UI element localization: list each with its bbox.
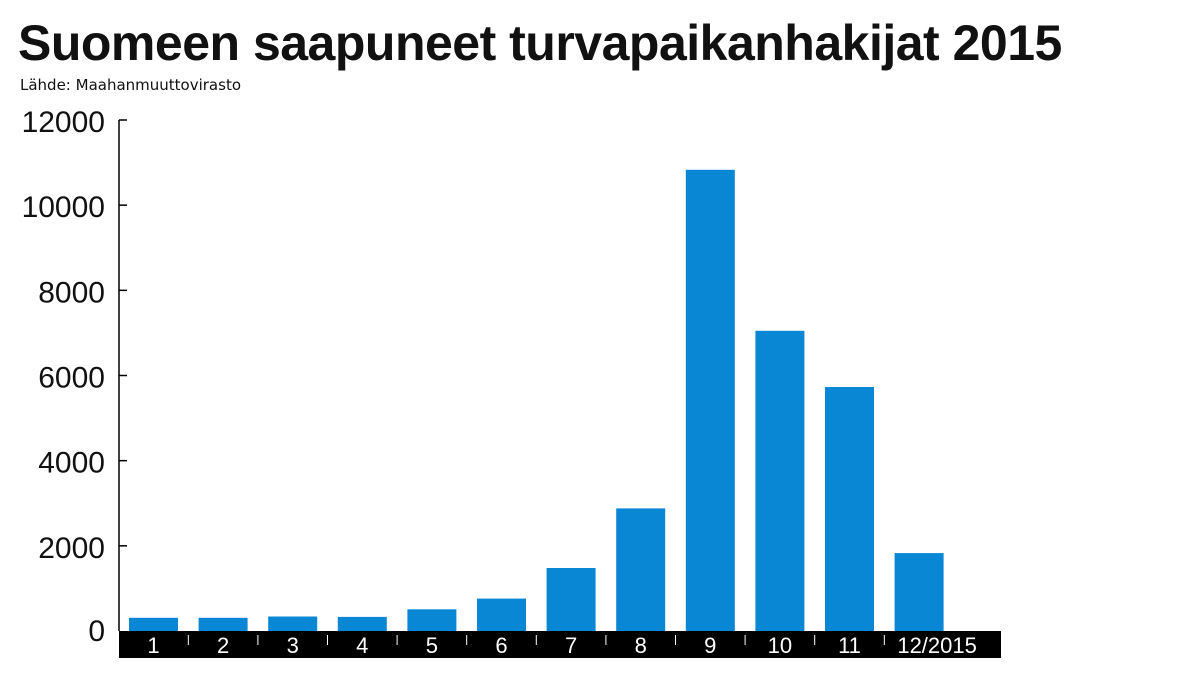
bar-3 <box>268 616 318 631</box>
x-tick-label: 8 <box>635 633 647 658</box>
bar-11 <box>825 387 874 631</box>
x-tick-label: 3 <box>287 633 299 658</box>
x-tick-label: 2 <box>217 633 229 658</box>
y-tick-label: 10000 <box>22 191 105 224</box>
bar-12-2015 <box>894 553 944 631</box>
source-note: Lähde: Maahanmuuttovirasto <box>20 76 242 94</box>
bars <box>129 169 944 632</box>
y-tick-label: 8000 <box>38 276 105 309</box>
y-tick-label: 6000 <box>38 362 105 395</box>
bar-1 <box>129 617 178 631</box>
bar-6 <box>477 598 526 631</box>
y-tick-label: 12000 <box>22 106 105 139</box>
x-axis: 1 2 3 4 5 6 7 8 9 10 11 12/2015 <box>119 631 1001 658</box>
bar-7 <box>546 568 596 631</box>
bar-4 <box>337 616 387 631</box>
x-axis-band <box>119 631 1001 658</box>
x-tick-label: 5 <box>426 633 438 658</box>
bar-2 <box>198 617 248 631</box>
x-tick-label: 10 <box>768 633 792 658</box>
bar-9 <box>685 169 735 632</box>
x-tick-label: 11 <box>838 633 861 658</box>
x-tick-label: 4 <box>356 633 368 658</box>
y-tick-label: 2000 <box>38 532 105 565</box>
y-axis: 0 2000 4000 6000 8000 10000 12000 <box>22 106 127 648</box>
bar-10 <box>755 330 805 631</box>
bar-8 <box>616 508 666 631</box>
x-tick-label: 1 <box>147 633 159 658</box>
y-tick-label: 0 <box>88 615 105 648</box>
x-tick-label: 6 <box>495 633 507 658</box>
x-tick-label: 12/2015 <box>897 633 977 658</box>
chart-title: Suomeen saapuneet turvapaikanhakijat 201… <box>18 15 1062 71</box>
bar-5 <box>407 609 457 631</box>
x-tick-label: 9 <box>704 633 716 658</box>
y-tick-label: 4000 <box>38 447 105 480</box>
x-tick-label: 7 <box>565 633 577 658</box>
